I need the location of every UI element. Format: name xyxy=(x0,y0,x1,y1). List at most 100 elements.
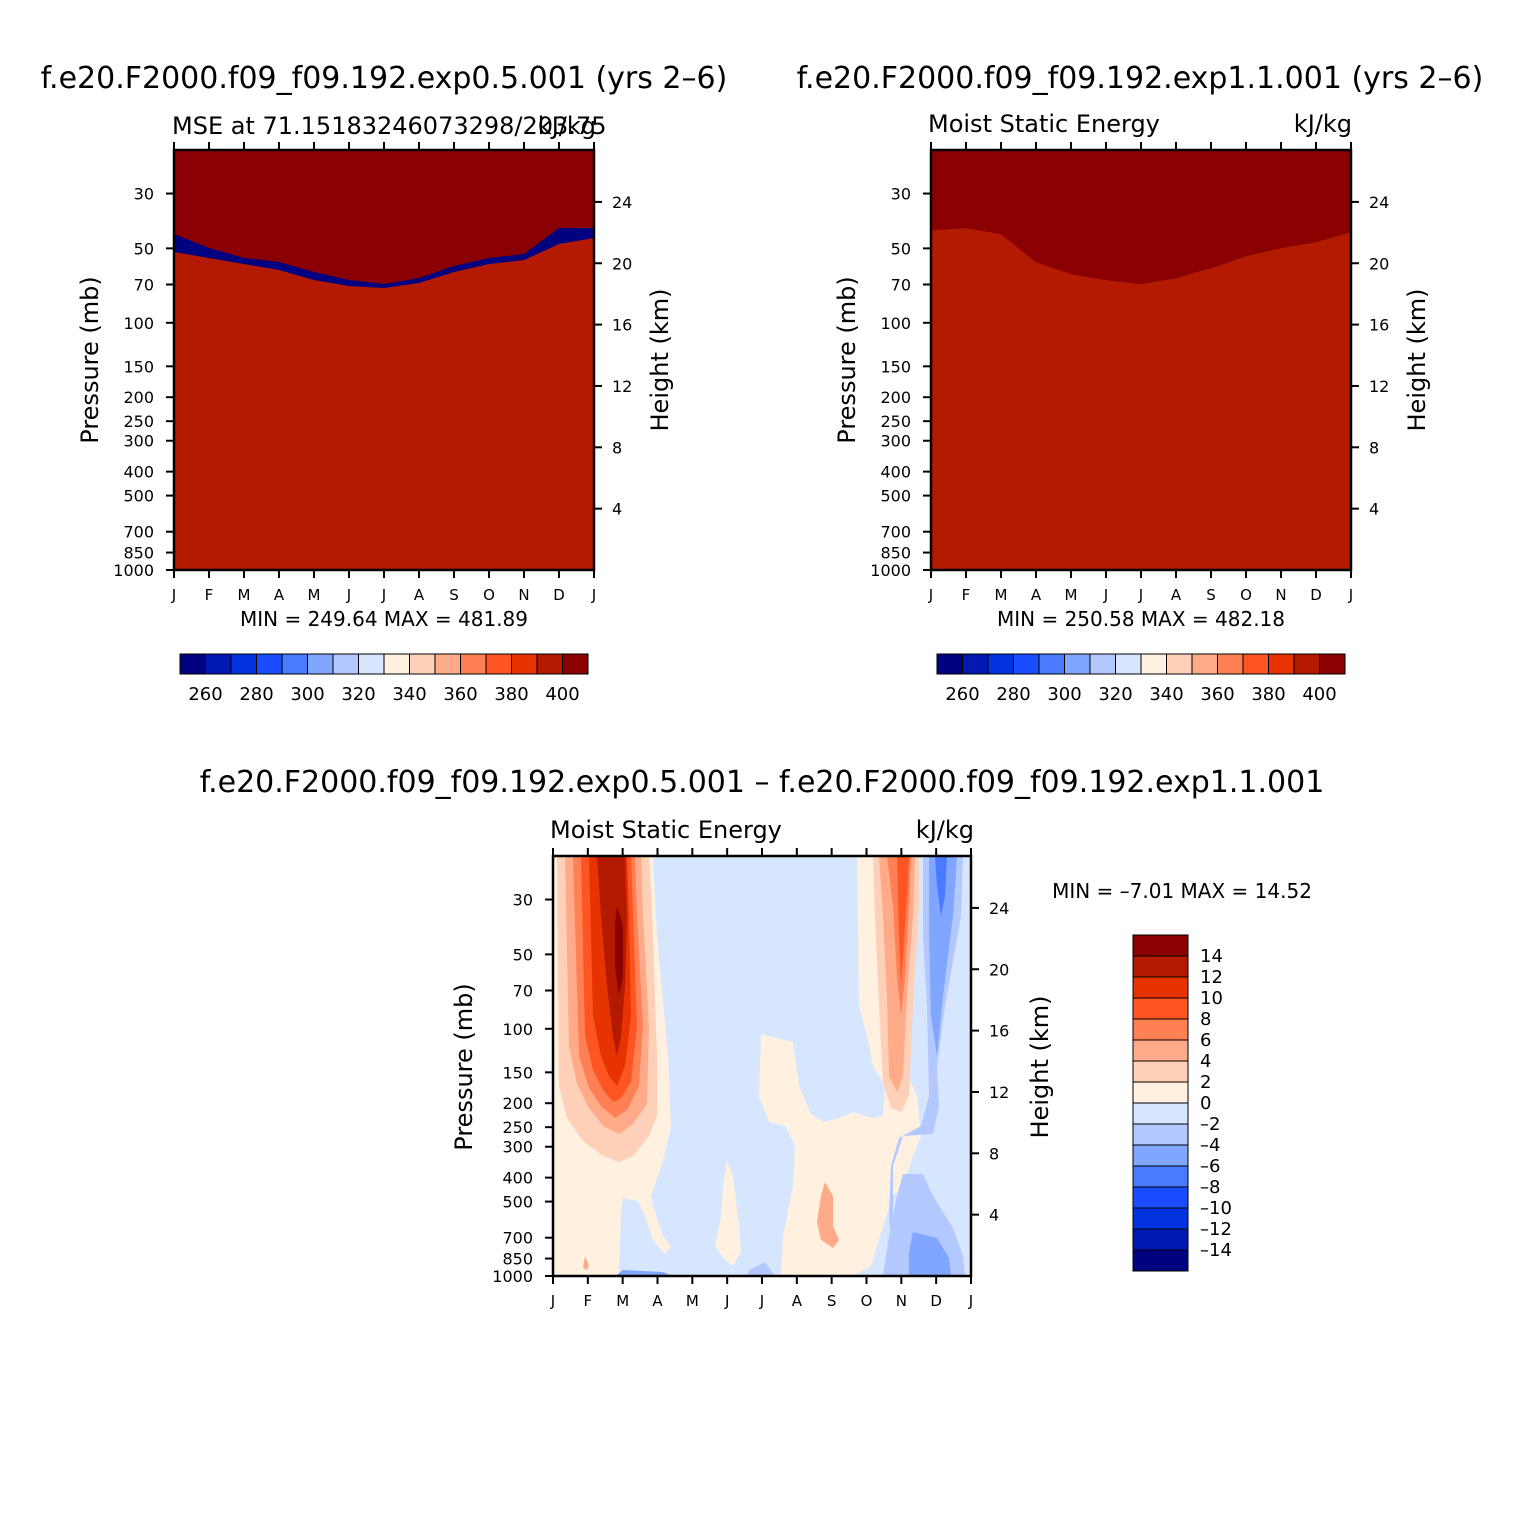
colorbar-swatch xyxy=(1132,976,1189,999)
y-tick-label: 250 xyxy=(123,412,154,431)
y-tick-label: 400 xyxy=(123,463,154,482)
y-tick-label: 500 xyxy=(123,487,154,506)
y-right-tick-label: 12 xyxy=(612,377,632,396)
colorbar-swatch xyxy=(1132,1102,1189,1125)
x-tick-label: D xyxy=(1310,586,1322,604)
colorbar-label: –2 xyxy=(1200,1114,1220,1135)
y-right-tick-label: 24 xyxy=(989,899,1009,918)
colorbar-swatch xyxy=(1132,1081,1189,1104)
colorbar-swatch xyxy=(1293,653,1320,675)
y-tick-label: 500 xyxy=(880,487,911,506)
y-tick-label: 700 xyxy=(123,523,154,542)
y-right-tick-label: 12 xyxy=(989,1083,1009,1102)
y-tick-label: 250 xyxy=(880,412,911,431)
y-right-tick-label: 16 xyxy=(612,316,632,335)
y-right-tick-label: 24 xyxy=(1369,193,1389,212)
x-tick-label: S xyxy=(449,586,459,604)
panel-mse-difference: f.e20.F2000.f09_f09.192.exp0.5.001 – f.e… xyxy=(200,765,1325,1310)
y-axis-right: 24 20 16 12 8 4 xyxy=(971,899,1009,1225)
colorbar-swatch xyxy=(256,653,283,675)
y-right-tick-label: 20 xyxy=(1369,254,1389,273)
y-tick-label: 200 xyxy=(123,388,154,407)
colorbar-label: 400 xyxy=(1302,684,1336,705)
y-right-tick-label: 16 xyxy=(1369,316,1389,335)
colorbar-swatch xyxy=(179,653,206,675)
y-tick-label: 400 xyxy=(880,463,911,482)
colorbar-swatch xyxy=(434,653,461,675)
y-tick-label: 50 xyxy=(134,239,154,258)
colorbar-swatch xyxy=(1140,653,1167,675)
colorbar-swatch xyxy=(962,653,989,675)
colorbar-label: 280 xyxy=(996,684,1030,705)
x-tick-label: M xyxy=(1065,586,1078,604)
y-tick-label: 200 xyxy=(880,388,911,407)
y-tick-label: 700 xyxy=(502,1229,533,1248)
y-right-tick-label: 4 xyxy=(612,500,622,519)
x-tick-label: O xyxy=(1240,586,1252,604)
colorbar-label: –4 xyxy=(1200,1135,1220,1156)
y-axis-label: Pressure (mb) xyxy=(450,983,478,1150)
colorbar-swatch xyxy=(1132,1165,1189,1188)
x-tick-label: J xyxy=(346,586,351,604)
x-tick-label: J xyxy=(968,1292,973,1310)
colorbar-label: –10 xyxy=(1200,1198,1232,1219)
colorbar-swatch xyxy=(1115,653,1142,675)
colorbar-swatch xyxy=(987,653,1014,675)
colorbar-swatch xyxy=(1132,955,1189,978)
x-tick-label: F xyxy=(205,586,214,604)
colorbar-swatch xyxy=(1242,653,1269,675)
y-tick-label: 100 xyxy=(502,1020,533,1039)
colorbar-label: 14 xyxy=(1200,946,1223,967)
y-right-tick-label: 20 xyxy=(612,254,632,273)
colorbar-label: 320 xyxy=(1098,684,1132,705)
y-axis-label-right: Height (km) xyxy=(646,289,674,432)
x-tick-label: A xyxy=(652,1292,663,1310)
colorbar-swatch xyxy=(1217,653,1244,675)
colorbar-swatch xyxy=(1166,653,1193,675)
colorbar-swatch xyxy=(1132,1249,1189,1272)
y-right-tick-label: 8 xyxy=(612,438,622,457)
colorbar-swatch xyxy=(1132,1144,1189,1167)
y-tick-label: 150 xyxy=(880,357,911,376)
colorbar: 260 280 300 320 340 360 380 400 xyxy=(179,653,589,705)
colorbar-swatch xyxy=(1268,653,1295,675)
x-tick-label: J xyxy=(1348,586,1353,604)
x-tick-label: M xyxy=(308,586,321,604)
y-tick-label: 70 xyxy=(134,275,154,294)
y-tick-label: 700 xyxy=(880,523,911,542)
y-tick-label: 850 xyxy=(123,544,154,563)
y-tick-label: 200 xyxy=(502,1094,533,1113)
min-max-stats: MIN = 250.58 MAX = 482.18 xyxy=(997,607,1285,631)
y-tick-label: 70 xyxy=(513,981,533,1000)
colorbar-label: 360 xyxy=(1200,684,1234,705)
y-tick-label: 300 xyxy=(502,1138,533,1157)
panel-title: f.e20.F2000.f09_f09.192.exp0.5.001 – f.e… xyxy=(200,765,1325,800)
colorbar-label: 0 xyxy=(1200,1093,1211,1114)
x-tick-label: M xyxy=(995,586,1008,604)
x-tick-label: J xyxy=(724,1292,729,1310)
panel-subtitle-right: kJ/kg xyxy=(1294,110,1352,138)
y-tick-label: 100 xyxy=(880,314,911,333)
colorbar-label: 260 xyxy=(188,684,222,705)
y-axis-label: Pressure (mb) xyxy=(833,276,861,443)
colorbar-label: 300 xyxy=(290,684,324,705)
colorbar-label: 320 xyxy=(341,684,375,705)
min-max-stats: MIN = –7.01 MAX = 14.52 xyxy=(1052,879,1312,903)
x-tick-label: O xyxy=(861,1292,873,1310)
y-tick-label: 150 xyxy=(502,1063,533,1082)
colorbar-swatch xyxy=(1132,1186,1189,1209)
colorbar-swatch xyxy=(1013,653,1040,675)
colorbar-swatch xyxy=(307,653,334,675)
y-right-tick-label: 12 xyxy=(1369,377,1389,396)
x-tick-label: A xyxy=(274,586,285,604)
min-max-stats: MIN = 249.64 MAX = 481.89 xyxy=(240,607,528,631)
x-tick-label: J xyxy=(759,1292,764,1310)
colorbar-label: 300 xyxy=(1047,684,1081,705)
panel-title: f.e20.F2000.f09_f09.192.exp0.5.001 (yrs … xyxy=(41,61,728,96)
colorbar-swatch xyxy=(1132,1123,1189,1146)
y-tick-label: 150 xyxy=(123,357,154,376)
y-tick-label: 50 xyxy=(891,239,911,258)
